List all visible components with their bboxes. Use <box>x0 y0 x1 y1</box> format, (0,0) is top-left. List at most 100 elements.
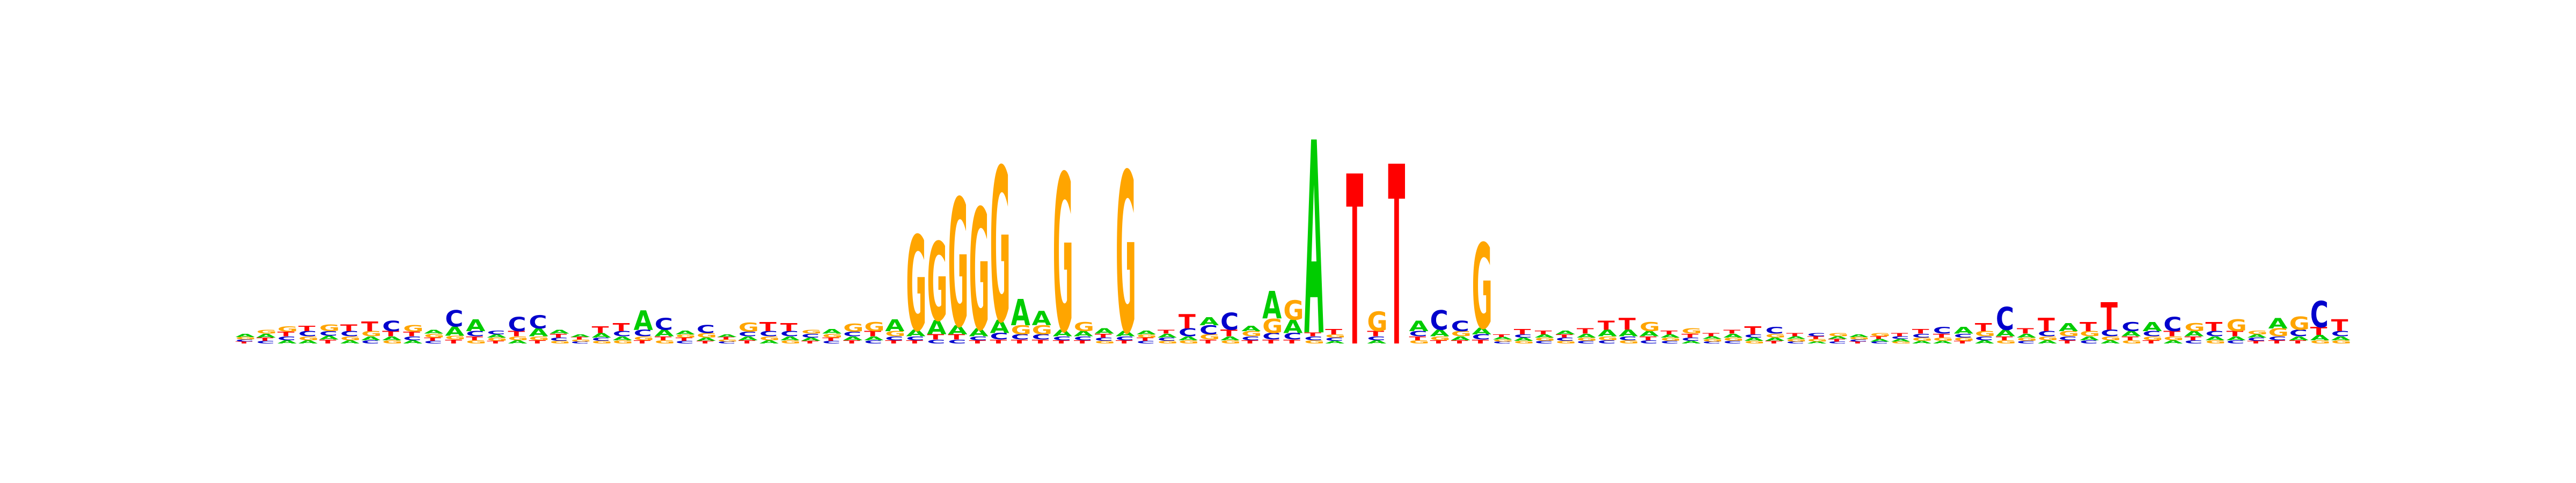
logo-letter-g: G <box>2059 330 2079 338</box>
logo-letter-a: A <box>2038 339 2057 345</box>
logo-letter-a: A <box>1430 328 1450 339</box>
logo-letter-c: C <box>298 330 317 338</box>
logo-letter-a: A <box>2226 335 2245 342</box>
logo-letter-t: T <box>906 339 923 345</box>
logo-letter-g: G <box>1241 330 1262 338</box>
logo-letter-t: T <box>990 339 1007 345</box>
logo-letter-g: G <box>1807 338 1827 342</box>
logo-letter-a: A <box>361 335 380 342</box>
logo-letter-a: A <box>1786 335 1805 340</box>
logo-letter-t: T <box>1199 339 1217 345</box>
logo-letter-t: T <box>634 339 651 345</box>
logo-letter-t: T <box>1409 335 1426 342</box>
logo-letter-c: C <box>2184 339 2202 345</box>
logo-letter-g: G <box>550 340 570 345</box>
logo-letter-t: T <box>1870 335 1887 340</box>
logo-letter-c: C <box>1577 340 1595 345</box>
logo-letter-t: T <box>1577 327 1594 336</box>
logo-letter-c: C <box>1870 341 1889 344</box>
logo-letter-g: G <box>2247 330 2267 336</box>
logo-letter-a: A <box>718 334 737 338</box>
logo-letter-t: T <box>2268 339 2286 345</box>
logo-letter-c: C <box>2080 339 2098 345</box>
logo-letter-a: A <box>2205 335 2224 342</box>
logo-letter-t: T <box>508 330 525 338</box>
logo-letter-g: G <box>676 333 696 339</box>
logo-letter-g: G <box>257 328 277 335</box>
logo-letter-c: C <box>1786 341 1804 344</box>
logo-letter-c: C <box>382 318 400 334</box>
logo-letter-c: C <box>969 335 987 342</box>
logo-letter-c: C <box>424 340 442 345</box>
logo-letter-a: A <box>1723 333 1743 339</box>
logo-letter-t: T <box>1681 333 1699 339</box>
logo-letter-a: A <box>927 316 947 339</box>
logo-letter-c: C <box>1472 333 1490 342</box>
logo-letter-c: C <box>676 340 694 345</box>
logo-letter-c: C <box>843 331 861 338</box>
logo-letter-a: A <box>1116 330 1136 338</box>
logo-letter-t: T <box>1053 339 1070 345</box>
logo-letter-c: C <box>1199 323 1218 337</box>
logo-letter-t: T <box>2059 339 2076 345</box>
logo-letter-c: C <box>1933 325 1951 336</box>
logo-letter-t: T <box>403 331 421 338</box>
logo-letter-a: A <box>1535 333 1554 339</box>
logo-letter-c: C <box>277 335 296 342</box>
logo-letter-a: A <box>613 335 632 342</box>
logo-letter-a: A <box>634 305 654 336</box>
logo-letter-g: G <box>277 325 298 334</box>
logo-letter-t: T <box>1472 339 1489 345</box>
logo-letter-c: C <box>738 331 757 338</box>
logo-letter-g: G <box>1158 340 1178 345</box>
logo-letter-a: A <box>1849 334 1869 338</box>
logo-letter-t: T <box>1556 333 1573 339</box>
logo-letter-g: G <box>1053 131 1073 381</box>
logo-letter-t: T <box>1765 340 1782 345</box>
logo-letter-a: A <box>1933 340 1952 345</box>
logo-letter-a: A <box>340 339 360 345</box>
logo-letter-t: T <box>2289 339 2307 345</box>
logo-letter-t: T <box>2142 339 2160 345</box>
logo-letter-g: G <box>1954 336 1974 342</box>
logo-letter-a: A <box>2184 330 2204 338</box>
logo-letter-g: G <box>2226 317 2246 335</box>
logo-letter-g: G <box>718 339 738 342</box>
logo-letter-t: T <box>1640 335 1657 342</box>
logo-letter-g: G <box>1199 333 1220 342</box>
logo-letter-g: G <box>1640 319 1660 334</box>
logo-letter-t: T <box>2163 330 2181 338</box>
logo-letter-c: C <box>1954 333 1972 339</box>
logo-letter-g: G <box>1828 332 1849 338</box>
logo-letter-t: T <box>738 339 756 345</box>
logo-letter-g: G <box>1179 339 1199 345</box>
logo-letter-g: G <box>361 330 382 338</box>
logo-letter-t: T <box>1388 115 1405 402</box>
logo-letter-a: A <box>801 336 821 342</box>
logo-letter-g: G <box>1975 330 1995 338</box>
logo-letter-g: G <box>1032 323 1052 337</box>
logo-letter-g: G <box>1765 333 1785 339</box>
logo-letter-a: A <box>1011 292 1030 334</box>
logo-letter-a: A <box>1744 336 1763 342</box>
logo-letter-c: C <box>1074 335 1092 342</box>
logo-letter-a: A <box>1577 333 1596 339</box>
logo-letter-a: A <box>382 335 401 342</box>
logo-letter-g: G <box>885 330 905 338</box>
logo-letter-a: A <box>822 328 842 335</box>
logo-letter-a: A <box>1283 316 1303 338</box>
logo-letter-a: A <box>843 335 862 342</box>
